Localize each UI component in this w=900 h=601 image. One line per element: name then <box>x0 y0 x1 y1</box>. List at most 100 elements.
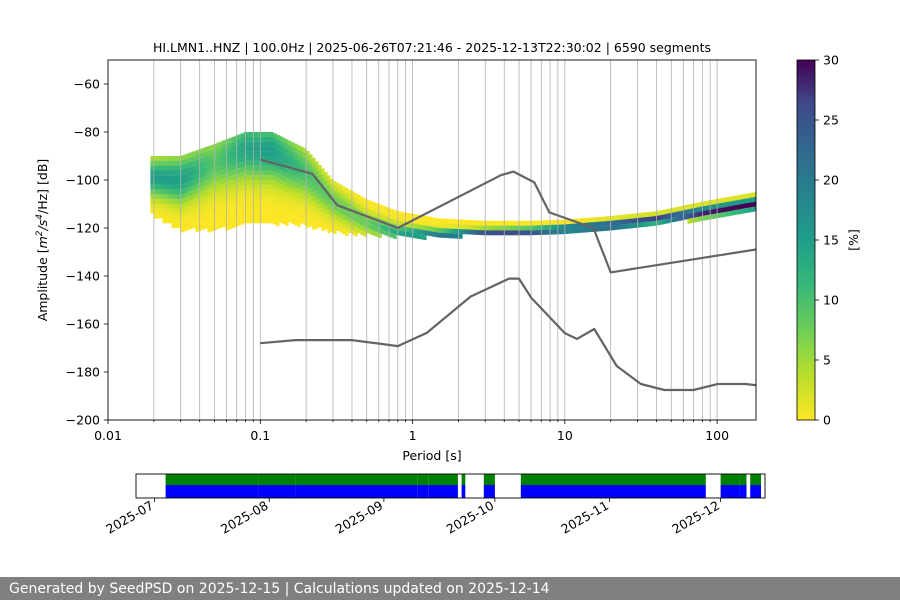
heatmap-cell <box>288 150 292 156</box>
colorbar-tick-label: 10 <box>823 293 839 308</box>
heatmap-cell <box>204 166 208 172</box>
heatmap-cell <box>564 229 568 234</box>
heatmap-cell <box>516 225 520 231</box>
heatmap-cell <box>153 208 157 214</box>
heatmap-cell <box>162 218 166 224</box>
heatmap-cell <box>264 175 268 181</box>
heatmap-cell <box>453 228 457 234</box>
heatmap-cell <box>459 229 463 234</box>
heatmap-cell <box>171 165 175 171</box>
heatmap-cell <box>327 209 331 214</box>
heatmap-cell <box>441 233 445 238</box>
heatmap-cell <box>312 196 316 202</box>
heatmap-cell <box>342 186 346 192</box>
heatmap-cell <box>477 225 481 231</box>
heatmap-cell <box>456 233 460 239</box>
heatmap-cell <box>495 220 499 226</box>
heatmap-cell <box>180 155 184 161</box>
heatmap-cell <box>183 202 187 208</box>
heatmap-cell <box>327 180 331 186</box>
heatmap-cell <box>549 220 553 225</box>
heatmap-cell <box>432 222 436 228</box>
heatmap-cell <box>330 188 334 194</box>
heatmap-cell <box>537 230 541 235</box>
heatmap-cell <box>210 188 214 193</box>
x-tick-label: 100 <box>705 428 729 443</box>
heatmap-cell <box>213 158 217 164</box>
heatmap-cell <box>360 196 364 202</box>
heatmap-cell <box>240 147 244 153</box>
heatmap-cell <box>642 212 646 218</box>
availability-bar-top <box>720 474 740 485</box>
heatmap-cell <box>576 228 580 234</box>
heatmap-cell <box>321 211 325 217</box>
heatmap-cell <box>672 212 676 218</box>
heatmap-cell <box>423 220 427 226</box>
heatmap-cell <box>480 220 484 226</box>
heatmap-cell <box>621 214 625 220</box>
heatmap-cell <box>195 188 199 194</box>
heatmap-cell <box>291 219 295 224</box>
heatmap-cell <box>174 194 178 200</box>
heatmap-cell <box>444 228 448 234</box>
heatmap-cell <box>351 220 355 226</box>
heatmap-cell <box>183 212 187 217</box>
heatmap-cell <box>297 222 301 227</box>
heatmap-cell <box>219 184 223 190</box>
heatmap-cell <box>246 180 250 185</box>
heatmap-cell <box>222 207 226 213</box>
heatmap-cell <box>303 177 307 182</box>
heatmap-cell <box>486 225 490 231</box>
heatmap-cell <box>426 221 430 227</box>
heatmap-cell <box>627 218 631 224</box>
heatmap-cell <box>210 164 214 169</box>
heatmap-cell <box>177 204 181 209</box>
footer: Generated by SeedPSD on 2025-12-15 | Cal… <box>0 577 900 600</box>
heatmap-cell <box>213 172 217 178</box>
heatmap-cell <box>369 224 373 230</box>
heatmap-cell <box>327 199 331 205</box>
heatmap-cell <box>543 225 547 230</box>
heatmap-cell <box>723 207 727 213</box>
heatmap-cell <box>243 170 247 176</box>
heatmap-cell <box>378 228 382 234</box>
heatmap-cell <box>645 217 649 222</box>
heatmap-cell <box>174 184 178 190</box>
heatmap-cell <box>489 225 493 231</box>
heatmap-cell <box>402 226 406 232</box>
heatmap-cell <box>231 170 235 176</box>
heatmap-cell <box>306 203 310 209</box>
heatmap-cell <box>282 142 286 148</box>
heatmap-cell <box>204 185 208 191</box>
heatmap-cell <box>216 142 220 148</box>
heatmap-cell <box>189 161 193 167</box>
heatmap-cell <box>267 218 271 224</box>
heatmap-cell <box>252 213 256 219</box>
heatmap-cell <box>192 165 196 171</box>
heatmap-cell <box>405 222 409 228</box>
heatmap-cell <box>255 180 259 185</box>
heatmap-cell <box>696 212 700 217</box>
heatmap-cell <box>468 229 472 235</box>
heatmap-cell <box>252 165 256 171</box>
heatmap-cell <box>231 151 235 157</box>
heatmap-cell <box>159 156 163 161</box>
heatmap-cell <box>150 156 154 161</box>
heatmap-cell <box>288 140 292 146</box>
availability-bar-top <box>739 474 747 485</box>
heatmap-cell <box>231 213 235 219</box>
heatmap-cell <box>744 203 748 209</box>
plot-frame <box>107 59 757 421</box>
heatmap-cell <box>294 172 298 178</box>
heatmap-cell <box>306 189 310 195</box>
heatmap-cell <box>375 212 379 218</box>
heatmap-cell <box>750 202 754 208</box>
heatmap-cell <box>414 219 418 224</box>
heatmap-cell <box>246 160 250 166</box>
heatmap-cell <box>303 153 307 158</box>
heatmap-cell <box>174 156 178 161</box>
heatmap-cell <box>675 216 679 222</box>
heatmap-cell <box>228 195 232 201</box>
heatmap-cell <box>195 159 199 165</box>
heatmap-cell <box>522 220 526 226</box>
